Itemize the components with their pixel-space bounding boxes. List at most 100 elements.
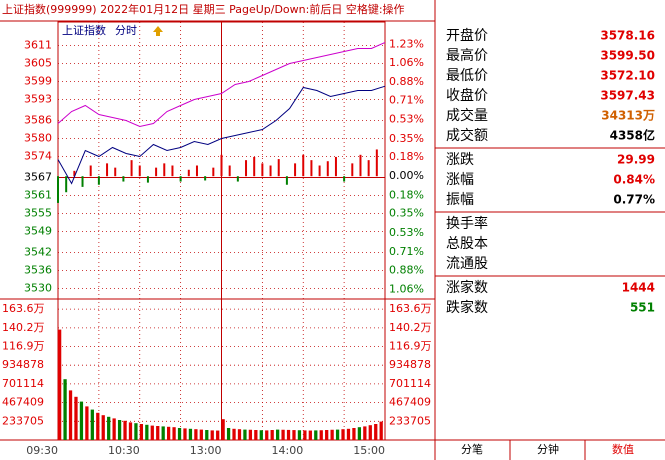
volume-bar — [85, 406, 89, 440]
price-line — [57, 85, 386, 185]
volume-bar — [150, 425, 154, 440]
volume-bar — [297, 430, 302, 440]
y-tick-label: 3599 — [24, 75, 52, 88]
y2-tick-label: 0.35% — [389, 132, 424, 145]
y-tick-label: 233705 — [2, 414, 44, 427]
y2-tick-label: 467409 — [389, 396, 431, 409]
y2-tick-label: 0.71% — [389, 245, 424, 258]
volume-bar — [117, 420, 122, 440]
y-tick-label: 3593 — [24, 93, 52, 106]
panel-label: 涨家数 — [446, 279, 488, 296]
panel-label: 成交额 — [446, 127, 488, 144]
volume-bar — [325, 430, 329, 440]
panel-value: 0.84% — [613, 173, 655, 187]
y-tick-label: 467409 — [2, 396, 44, 409]
panel-label: 换手率 — [446, 215, 488, 232]
volume-bar — [374, 424, 378, 440]
y2-tick-label: 1.06% — [389, 56, 424, 69]
header-title: 上证指数(999999) — [2, 2, 97, 16]
volume-bar — [183, 428, 187, 440]
y-tick-label: 3567 — [24, 171, 52, 184]
volume-bar — [156, 426, 160, 440]
price-line — [57, 42, 386, 128]
y2-tick-label: 140.2万 — [389, 321, 432, 334]
volume-bar — [341, 429, 345, 440]
volume-bar — [199, 429, 203, 440]
volume-bar — [303, 430, 307, 440]
y2-tick-label: 116.9万 — [389, 339, 432, 352]
volume-bar — [194, 429, 198, 440]
volume-bar — [63, 379, 67, 440]
y2-tick-label: 163.6万 — [389, 302, 432, 315]
y-tick-label: 3530 — [24, 282, 52, 295]
toolbar-icon[interactable] — [153, 26, 163, 36]
tab[interactable]: 数值 — [612, 443, 634, 456]
volume-bar — [335, 429, 340, 440]
volume-bar — [286, 429, 291, 440]
volume-bar — [172, 427, 176, 440]
panel-label: 流通股 — [446, 256, 488, 272]
volume-bar — [167, 426, 171, 440]
panel-label: 涨幅 — [446, 172, 474, 188]
panel-value: 551 — [630, 301, 655, 315]
panel-label: 跌家数 — [446, 299, 488, 316]
panel-label: 最高价 — [446, 47, 488, 64]
y-tick-label: 3555 — [24, 207, 52, 220]
volume-bar — [330, 429, 334, 440]
volume-bar — [161, 426, 165, 440]
volume-bar — [123, 420, 127, 440]
volume-bar — [221, 419, 225, 440]
header: 上证指数(999999) 2022年01月12日 星期三 PageUp/Down… — [2, 2, 405, 16]
y2-tick-label: 0.53% — [389, 113, 424, 126]
volume-bar — [276, 429, 280, 440]
volume-bar — [58, 329, 62, 440]
volume-bar — [248, 429, 253, 440]
volume-bar — [308, 430, 312, 440]
volume-bar — [128, 422, 133, 440]
volume-bar — [265, 430, 269, 440]
tab[interactable]: 分钟 — [537, 442, 559, 456]
volume-bar — [270, 430, 274, 440]
y-tick-label: 934878 — [2, 358, 44, 371]
x-tick-label: 10:30 — [108, 444, 140, 457]
x-tick-label: 15:00 — [353, 444, 385, 457]
x-tick-label: 13:00 — [190, 444, 222, 457]
volume-bar — [259, 430, 263, 440]
volume-bar — [281, 429, 285, 440]
y-tick-label: 3549 — [24, 225, 52, 238]
volume-bar — [101, 415, 105, 440]
y2-tick-label: 0.18% — [389, 150, 424, 163]
volume-bar — [205, 430, 209, 440]
panel-value: 1444 — [622, 281, 655, 295]
tab[interactable]: 分笔 — [461, 442, 483, 456]
volume-bar — [319, 430, 323, 440]
volume-bar — [96, 412, 100, 440]
y2-tick-label: 1.06% — [389, 283, 424, 296]
volume-bar — [90, 409, 94, 440]
y-tick-label: 116.9万 — [2, 339, 45, 352]
volume-bar — [243, 429, 247, 440]
y2-tick-label: 1.23% — [389, 38, 424, 51]
y-tick-label: 3580 — [24, 132, 52, 145]
panel-label: 振幅 — [446, 192, 474, 208]
panel-label: 开盘价 — [446, 27, 488, 44]
y2-tick-label: 233705 — [389, 414, 431, 427]
x-tick-label: 09:30 — [26, 444, 58, 457]
y-tick-label: 3574 — [24, 150, 52, 163]
panel-label: 涨跌 — [446, 152, 474, 168]
volume-bar — [314, 430, 318, 440]
panel-value: 3572.10 — [600, 69, 655, 83]
volume-bar — [352, 428, 356, 440]
volume-bar — [210, 430, 214, 440]
y2-tick-label: 0.00% — [389, 169, 424, 182]
y-tick-label: 3542 — [24, 246, 52, 259]
volume-bar — [292, 430, 296, 440]
volume-bar — [216, 430, 220, 440]
x-tick-label: 14:00 — [272, 444, 304, 457]
y2-tick-label: 0.71% — [389, 93, 424, 106]
panel-value: 3597.43 — [600, 89, 655, 103]
panel-value: 4358亿 — [610, 128, 655, 143]
y-tick-label: 3561 — [24, 189, 52, 202]
volume-bar — [346, 428, 351, 440]
